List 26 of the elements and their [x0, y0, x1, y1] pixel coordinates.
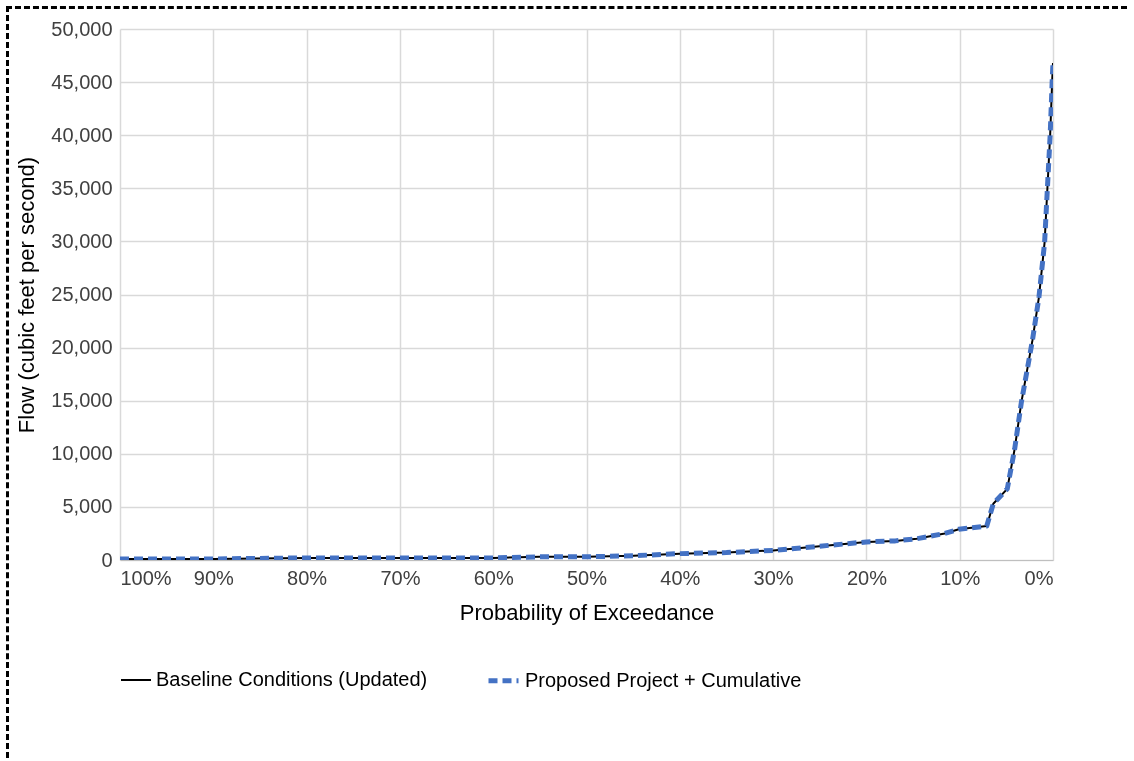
x-tick-label: 30% — [753, 566, 794, 589]
x-tick-label: 100% — [120, 566, 172, 589]
y-tick-label: 35,000 — [51, 176, 113, 199]
y-tick-label: 40,000 — [51, 123, 113, 146]
y-tick-label: 20,000 — [51, 336, 113, 359]
y-axis-title: Flow (cubic feet per second) — [14, 156, 40, 434]
x-tick-label: 60% — [473, 566, 514, 589]
y-tick-label: 45,000 — [51, 70, 113, 93]
x-tick-label: 10% — [940, 566, 981, 589]
x-tick-label: 0% — [1024, 566, 1054, 589]
y-tick-label: 50,000 — [51, 17, 113, 40]
y-tick-label: 30,000 — [51, 229, 113, 252]
x-tick-label: 50% — [566, 566, 608, 589]
y-tick-label: 5,000 — [62, 495, 113, 518]
x-tick-label: 90% — [193, 566, 235, 589]
y-tick-label: 25,000 — [51, 283, 113, 305]
y-tick-label: 10,000 — [51, 442, 113, 465]
legend-label: Baseline Conditions (Updated) — [156, 668, 428, 690]
x-axis-title: Probability of Exceedance — [459, 599, 715, 625]
y-tick-label: 15,000 — [51, 389, 113, 412]
x-tick-label: 80% — [287, 566, 328, 589]
legend-label: Proposed Project + Cumulative — [525, 668, 802, 691]
y-tick-label: 0 — [101, 548, 113, 571]
x-tick-label: 70% — [380, 566, 421, 589]
x-tick-label: 20% — [846, 566, 888, 589]
x-tick-label: 40% — [660, 566, 701, 589]
